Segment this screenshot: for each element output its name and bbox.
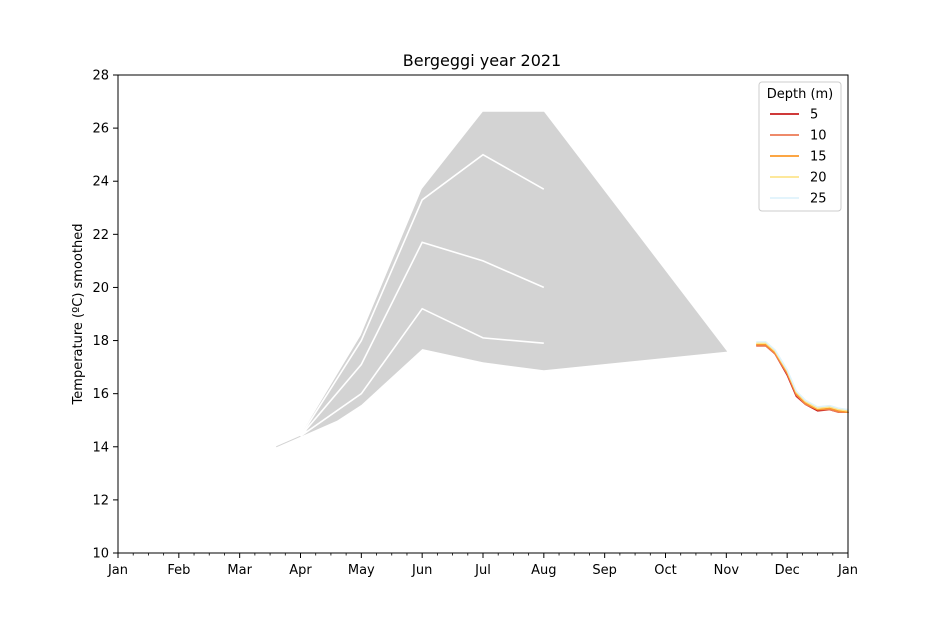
x-axis: Jan Feb Mar Apr May Jun Jul Aug Sep Oct Nov Dec Jan [107,553,858,578]
y-tick-label: 10 [92,547,109,562]
temperature-envelope [276,111,728,448]
y-tick-label: 12 [92,493,109,508]
chart-title: Bergeggi year 2021 [403,51,561,70]
y-tick-label: 28 [92,69,109,84]
x-tick-label: Jan [107,563,128,578]
series-line-depth-10 [756,345,849,414]
x-tick-label: Feb [167,563,190,578]
percentile-line-3 [300,307,544,437]
legend-title: Depth (m) [767,87,834,102]
x-tick-label: Dec [775,563,800,578]
percentile-line-1 [299,153,545,437]
series-line-depth-5 [756,345,849,414]
legend-label-depth-10: 10 [810,129,827,144]
legend: Depth (m) 5 10 15 20 25 [758,81,842,212]
x-tick-label: Jul [474,563,491,578]
legend-label-depth-20: 20 [810,171,827,186]
x-tick-label: Oct [654,563,676,578]
x-tick-label: Sep [592,563,617,578]
series-line-depth-20 [756,342,849,412]
y-tick-label: 24 [92,175,109,190]
x-tick-label: Aug [531,563,556,578]
x-tick-label: Jun [411,563,432,578]
y-axis: 10 12 14 16 18 20 22 24 26 28 [92,69,118,562]
legend-label-depth-25: 25 [810,192,827,207]
y-axis-label: Temperature (ºC) smoothed [71,224,86,406]
y-tick-label: 14 [92,440,109,455]
x-tick-label: Mar [227,563,252,578]
y-tick-label: 20 [92,281,109,296]
y-tick-label: 26 [92,122,109,137]
series-line-depth-25 [756,341,849,411]
y-tick-label: 22 [92,228,109,243]
percentile-line-2 [299,241,545,437]
plot-area [111,111,849,448]
legend-label-depth-15: 15 [810,150,827,165]
y-tick-label: 18 [92,334,109,349]
x-tick-label: Nov [714,563,740,578]
y-tick-label: 16 [92,387,109,402]
x-tick-label: May [348,563,375,578]
legend-label-depth-5: 5 [810,108,818,123]
x-tick-label: Jan [837,563,858,578]
series-line-depth-15 [756,343,849,414]
x-tick-label: Apr [289,563,312,578]
